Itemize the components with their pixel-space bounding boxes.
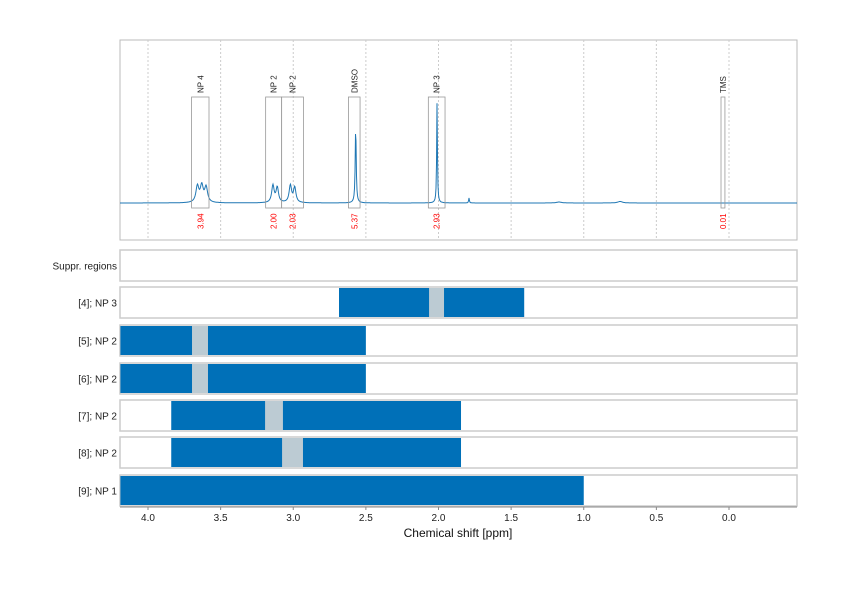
x-tick-label: 4.0 <box>141 513 155 524</box>
range-bar <box>171 438 462 467</box>
x-tick-label: 1.0 <box>577 513 591 524</box>
range-bar <box>120 364 366 393</box>
annotation-label: NP 4 <box>196 75 205 93</box>
spectrum-line <box>120 103 797 204</box>
integral-value: 5.37 <box>350 213 359 229</box>
annotation-box <box>281 96 304 209</box>
x-tick-label: 2.0 <box>432 513 446 524</box>
annotation-box <box>427 96 446 209</box>
x-tick-label: 0.5 <box>649 513 663 524</box>
row-label: [6]; NP 2 <box>78 375 117 386</box>
x-axis-label: Chemical shift [ppm] <box>404 526 513 540</box>
integral-value: 2.93 <box>433 213 442 229</box>
row-label: [9]; NP 1 <box>78 487 117 498</box>
annotation-label: NP 2 <box>289 75 298 93</box>
row-label: [7]; NP 2 <box>78 412 117 423</box>
integral-value: 2.03 <box>289 213 298 229</box>
range-bar <box>120 326 366 355</box>
integral-value: 2.00 <box>270 213 279 229</box>
row-label: [5]; NP 2 <box>78 337 117 348</box>
x-tick-label: 1.5 <box>504 513 518 524</box>
annotation-label: DMSO <box>350 69 359 93</box>
peak-region <box>192 326 208 355</box>
x-tick-label: 3.5 <box>214 513 228 524</box>
range-bar <box>171 401 462 430</box>
peak-region <box>429 288 445 317</box>
peak-region <box>282 438 303 467</box>
annotation-box <box>191 96 210 209</box>
x-tick-label: 3.0 <box>286 513 300 524</box>
annotation-label: TMS <box>719 76 728 93</box>
row-panel <box>119 249 798 282</box>
annotation-box <box>720 96 726 209</box>
row-label: [8]; NP 2 <box>78 449 117 460</box>
annotation-label: NP 3 <box>433 75 442 93</box>
range-bar <box>120 476 584 505</box>
peak-region <box>192 364 208 393</box>
integral-value: 3.94 <box>196 213 205 229</box>
row-label: Suppr. regions <box>53 262 118 273</box>
peak-region <box>265 401 283 430</box>
integral-value: 0.01 <box>719 213 728 229</box>
spectrum-panel <box>119 39 798 241</box>
annotation-label: NP 2 <box>270 75 279 93</box>
x-tick-label: 2.5 <box>359 513 373 524</box>
annotation-box <box>348 96 361 209</box>
x-tick-label: 0.0 <box>722 513 736 524</box>
row-label: [4]; NP 3 <box>78 299 117 310</box>
